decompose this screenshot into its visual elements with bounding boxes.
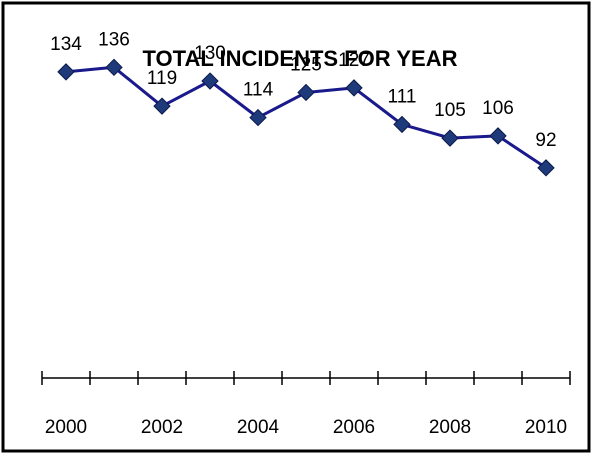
x-tick-label: 2006: [333, 417, 375, 438]
x-axis-ticks: [41, 371, 571, 385]
x-tick-label: 2008: [429, 417, 471, 438]
data-point-marker: [297, 83, 315, 102]
data-label: 127: [338, 50, 370, 71]
data-point-marker: [201, 72, 219, 90]
data-point-marker: [57, 63, 75, 81]
data-label: 130: [194, 43, 226, 64]
x-tick-label: 2000: [45, 417, 87, 438]
x-tick-label: 2004: [237, 417, 280, 438]
data-label: 106: [482, 98, 514, 119]
data-label: 134: [50, 34, 82, 55]
data-point-marker: [489, 127, 507, 145]
data-label: 125: [290, 54, 322, 75]
x-axis-tick-labels: 2000 2002 2004 2006 2008 2010: [45, 417, 567, 438]
data-label: 136: [98, 29, 130, 50]
x-tick-label: 2002: [141, 417, 183, 438]
data-label: 111: [388, 86, 417, 107]
chart-title: TOTAL INCIDENTS FOR YEAR: [143, 46, 458, 71]
data-label: 92: [535, 130, 556, 151]
data-point-marker: [345, 79, 363, 97]
data-label: 114: [243, 80, 274, 101]
data-point-marker: [393, 115, 411, 134]
data-labels: 134 136 119 130 114 125 127 111 105 106 92: [50, 29, 556, 151]
data-point-marker: [105, 58, 123, 77]
data-point-marker: [153, 97, 171, 115]
series-markers: [57, 58, 555, 177]
data-point-marker: [249, 108, 267, 127]
data-point-marker: [537, 159, 555, 177]
data-label: 105: [434, 100, 466, 121]
data-point-marker: [441, 129, 459, 147]
x-tick-label: 2010: [525, 417, 567, 438]
data-label: 119: [147, 68, 177, 89]
